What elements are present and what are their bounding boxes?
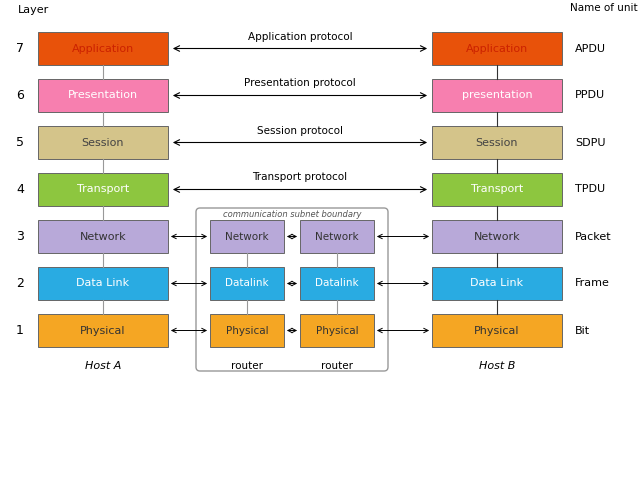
FancyBboxPatch shape	[432, 126, 562, 159]
Text: 6: 6	[16, 89, 24, 102]
Text: Host B: Host B	[479, 361, 515, 371]
Text: Network: Network	[474, 232, 520, 242]
Text: APDU: APDU	[575, 43, 606, 54]
Text: Transport: Transport	[471, 184, 523, 194]
Text: Name of unit exchanged: Name of unit exchanged	[570, 3, 640, 13]
Text: Data Link: Data Link	[470, 278, 524, 288]
FancyBboxPatch shape	[210, 314, 284, 347]
Text: Network: Network	[225, 232, 269, 242]
FancyBboxPatch shape	[196, 208, 388, 371]
Text: Presentation protocol: Presentation protocol	[244, 79, 356, 89]
Text: Presentation: Presentation	[68, 91, 138, 100]
Text: 5: 5	[16, 136, 24, 149]
Text: Physical: Physical	[474, 326, 520, 336]
Text: presentation: presentation	[461, 91, 532, 100]
FancyBboxPatch shape	[432, 79, 562, 112]
Text: router: router	[321, 361, 353, 371]
FancyBboxPatch shape	[38, 32, 168, 65]
FancyBboxPatch shape	[210, 267, 284, 300]
FancyBboxPatch shape	[38, 126, 168, 159]
Text: Transport: Transport	[77, 184, 129, 194]
Text: Physical: Physical	[316, 326, 358, 336]
Text: Network: Network	[315, 232, 359, 242]
Text: communication subnet boundary: communication subnet boundary	[223, 210, 361, 219]
FancyBboxPatch shape	[38, 220, 168, 253]
FancyBboxPatch shape	[432, 314, 562, 347]
FancyBboxPatch shape	[300, 220, 374, 253]
Text: PPDU: PPDU	[575, 91, 605, 100]
Text: Session: Session	[82, 137, 124, 148]
Text: Network: Network	[80, 232, 126, 242]
Text: Packet: Packet	[575, 232, 612, 242]
Text: 7: 7	[16, 42, 24, 55]
FancyBboxPatch shape	[432, 32, 562, 65]
Text: Application: Application	[72, 43, 134, 54]
FancyBboxPatch shape	[38, 267, 168, 300]
Text: Session: Session	[476, 137, 518, 148]
Text: Datalink: Datalink	[225, 278, 269, 288]
FancyBboxPatch shape	[432, 220, 562, 253]
FancyBboxPatch shape	[210, 220, 284, 253]
Text: Data Link: Data Link	[76, 278, 129, 288]
Text: SDPU: SDPU	[575, 137, 605, 148]
FancyBboxPatch shape	[38, 173, 168, 206]
Text: 1: 1	[16, 324, 24, 337]
Text: Physical: Physical	[80, 326, 125, 336]
Text: Bit: Bit	[575, 326, 590, 336]
FancyBboxPatch shape	[38, 79, 168, 112]
Text: Application protocol: Application protocol	[248, 31, 352, 41]
FancyBboxPatch shape	[432, 173, 562, 206]
Text: Layer: Layer	[18, 5, 49, 15]
Text: Host A: Host A	[85, 361, 121, 371]
Text: TPDU: TPDU	[575, 184, 605, 194]
FancyBboxPatch shape	[300, 314, 374, 347]
FancyBboxPatch shape	[432, 267, 562, 300]
Text: Transport protocol: Transport protocol	[252, 173, 348, 183]
Text: 4: 4	[16, 183, 24, 196]
Text: Application: Application	[466, 43, 528, 54]
Text: 2: 2	[16, 277, 24, 290]
FancyBboxPatch shape	[300, 267, 374, 300]
Text: Frame: Frame	[575, 278, 610, 288]
FancyBboxPatch shape	[38, 314, 168, 347]
Text: Datalink: Datalink	[315, 278, 359, 288]
Text: router: router	[231, 361, 263, 371]
Text: Session protocol: Session protocol	[257, 125, 343, 135]
Text: Physical: Physical	[226, 326, 268, 336]
Text: 3: 3	[16, 230, 24, 243]
